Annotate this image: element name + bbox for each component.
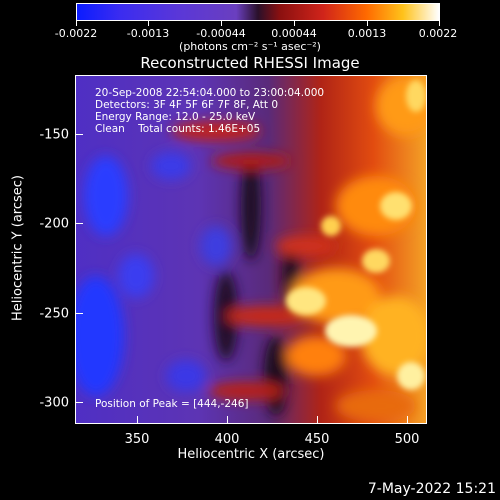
info-line-detectors: Detectors: 3F 4F 5F 6F 7F 8F, Att 0 xyxy=(95,99,279,111)
colorbar-tick-label: 0.0013 xyxy=(347,27,387,40)
colorbar xyxy=(76,3,440,21)
x-tick-label: 400 xyxy=(214,432,240,447)
peak-position: Position of Peak = [444,-246] xyxy=(95,398,249,410)
info-line-clean: Clean Total counts: 1.46E+05 xyxy=(95,123,261,135)
x-tick-label: 350 xyxy=(124,432,150,447)
y-axis-title: Heliocentric Y (arcsec) xyxy=(10,175,26,321)
info-line-time: 20-Sep-2008 22:54:04.000 to 23:00:04.000 xyxy=(95,87,325,99)
colorbar-ticks xyxy=(76,21,440,27)
y-tick-label: -200 xyxy=(39,216,69,232)
y-tick-label: -300 xyxy=(39,395,69,411)
x-axis-title: Heliocentric X (arcsec) xyxy=(177,447,325,462)
rhessi-image xyxy=(76,76,426,423)
y-tick-label: -250 xyxy=(39,306,69,322)
colorbar-tick-label: 0.0022 xyxy=(418,27,458,40)
timestamp: 7-May-2022 15:21 xyxy=(367,481,496,497)
info-line-energy: Energy Range: 12.0 - 25.0 keV xyxy=(95,111,256,123)
colorbar-tick-label: -0.00044 xyxy=(196,27,246,40)
image-title: Reconstructed RHESSI Image xyxy=(140,54,360,72)
colorbar-unit-label: (photons cm⁻² s⁻¹ asec⁻²) xyxy=(179,40,321,53)
plot-frame xyxy=(75,75,427,424)
x-tick-label: 500 xyxy=(394,432,420,447)
x-tick-label: 450 xyxy=(304,432,330,447)
colorbar-tick-label: 0.00044 xyxy=(271,27,317,40)
y-tick-label: -150 xyxy=(39,127,69,143)
colorbar-tick-label: -0.0022 xyxy=(54,27,98,40)
colorbar-tick-label: -0.0013 xyxy=(126,27,170,40)
